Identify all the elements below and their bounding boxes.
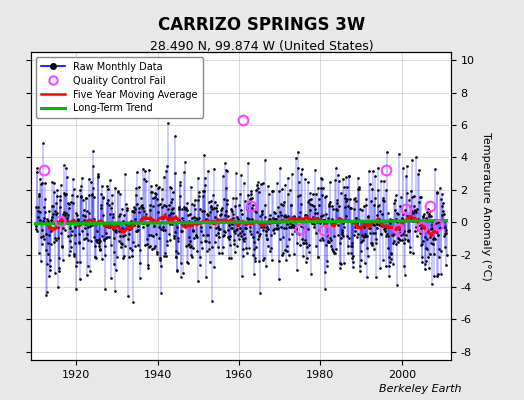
Text: 28.490 N, 99.874 W (United States): 28.490 N, 99.874 W (United States) (150, 40, 374, 53)
Text: CARRIZO SPRINGS 3W: CARRIZO SPRINGS 3W (158, 16, 366, 34)
Y-axis label: Temperature Anomaly (°C): Temperature Anomaly (°C) (481, 132, 491, 280)
Text: Berkeley Earth: Berkeley Earth (379, 384, 461, 394)
Legend: Raw Monthly Data, Quality Control Fail, Five Year Moving Average, Long-Term Tren: Raw Monthly Data, Quality Control Fail, … (36, 57, 203, 118)
